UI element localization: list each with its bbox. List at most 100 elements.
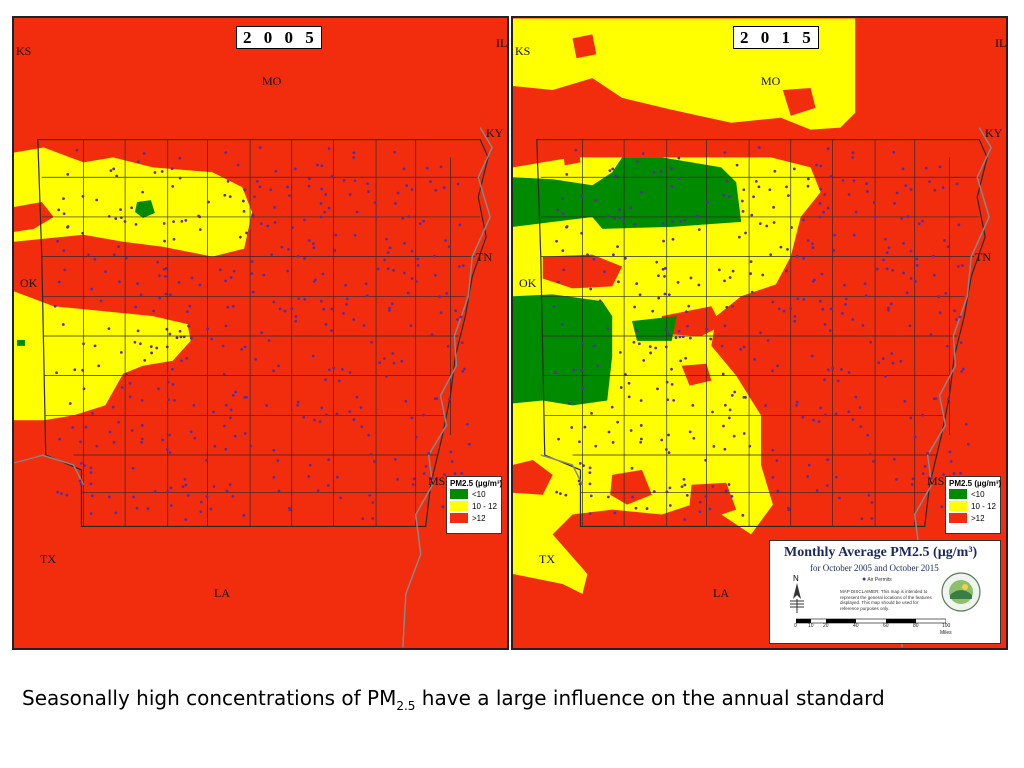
air-permit-dot (727, 416, 731, 420)
air-permit-dot (226, 180, 230, 183)
air-permit-dot (890, 352, 894, 355)
county-grid (41, 139, 481, 527)
air-permit-dot (947, 397, 950, 401)
air-permit-dot (698, 500, 702, 504)
air-permit-dot (456, 182, 460, 186)
air-permit-dot (231, 394, 235, 397)
air-permit-dot (319, 215, 323, 219)
air-permit-dot (339, 496, 342, 500)
air-permit-dot (352, 418, 356, 422)
air-permit-dot (932, 273, 936, 277)
air-permit-dot (957, 223, 961, 227)
air-permit-dot (453, 472, 457, 475)
air-permit-dot (87, 253, 90, 257)
air-permit-dot (913, 280, 917, 283)
air-permit-dot (131, 466, 135, 470)
air-permit-dot (158, 274, 161, 278)
air-permit-dot (312, 242, 315, 246)
air-permit-dot (186, 310, 189, 314)
air-permit-dot (112, 167, 116, 171)
air-permit-dot (635, 160, 639, 164)
air-permit-dot (730, 494, 734, 498)
air-permit-dot (424, 465, 428, 468)
air-permit-dot (444, 239, 447, 242)
air-permit-dot (153, 171, 157, 174)
air-permit-dot (611, 253, 615, 257)
air-permit-dot (565, 225, 568, 229)
air-permit-dot (367, 190, 370, 193)
air-permit-dot (168, 293, 172, 297)
air-permit-dot (255, 179, 259, 183)
air-permit-dot (316, 163, 319, 167)
air-permit-dot (868, 453, 872, 456)
air-permit-dot (81, 231, 85, 235)
legend-title: PM2.5 (µg/m³) (949, 479, 1002, 488)
air-permit-dot (697, 283, 701, 287)
air-permit-dot (463, 367, 466, 371)
label-ky: KY (985, 126, 1003, 140)
air-permit-dot (742, 345, 746, 349)
air-permit-dot (272, 369, 275, 373)
air-permit-dot (287, 194, 291, 198)
air-permit-dot (616, 420, 620, 424)
label-ks: KS (16, 44, 32, 58)
air-permit-dot (877, 361, 881, 365)
air-permit-dot (223, 193, 227, 197)
air-permit-dot (89, 471, 93, 475)
air-permit-dot (114, 217, 118, 221)
air-permit-dot (893, 202, 896, 205)
air-permit-dot (834, 412, 838, 416)
air-permit-dot (665, 490, 669, 494)
air-permit-dot (614, 174, 618, 178)
air-permit-dot (577, 479, 581, 483)
air-permit-dot (243, 395, 247, 399)
label-ky: KY (486, 126, 504, 140)
air-permit-dot (929, 333, 933, 337)
air-permit-dot (187, 324, 190, 328)
air-permit-dot (326, 484, 330, 487)
air-permit-dot (250, 260, 254, 264)
air-permit-dot (71, 426, 75, 429)
air-permit-dot (962, 367, 965, 371)
air-permit-dot (556, 208, 560, 212)
air-permit-dot (635, 282, 638, 286)
air-permit-dot (704, 494, 708, 498)
legend: PM2.5 (µg/m³) <10 10 - 12 >12 (945, 476, 1001, 534)
air-permit-dot (272, 448, 276, 452)
air-permit-dot (366, 182, 370, 186)
air-permit-dot (733, 390, 737, 394)
air-permit-dot (152, 309, 156, 313)
air-permit-dot (886, 308, 890, 312)
air-permit-dot (228, 195, 232, 198)
air-permit-dot (917, 222, 921, 226)
air-permit-dot (108, 430, 112, 434)
air-permit-dot (179, 335, 183, 339)
air-permit-dot (829, 175, 833, 179)
air-permit-dot (776, 364, 779, 368)
air-permit-dot (136, 329, 140, 333)
air-permit-dot (683, 219, 687, 222)
air-permit-dot (735, 163, 739, 167)
air-permit-dot (184, 518, 188, 521)
air-permit-dot (172, 220, 175, 223)
air-permit-dot (182, 335, 186, 339)
air-permit-dot (645, 507, 649, 510)
air-permit-dot (764, 404, 768, 407)
air-permit-dot (580, 368, 583, 372)
air-permit-dot (829, 307, 833, 311)
permit-legend: ● Air Permits (862, 576, 892, 583)
air-permit-dot (410, 416, 414, 420)
air-permit-dot (407, 215, 411, 219)
air-permit-dot (884, 237, 887, 241)
air-permit-dot (324, 378, 327, 382)
air-permit-dot (316, 489, 320, 492)
air-permit-dot (728, 276, 732, 279)
air-permit-dot (364, 282, 368, 286)
air-permit-dot (359, 406, 363, 409)
air-permit-dot (153, 490, 157, 493)
air-permit-dot (143, 358, 147, 362)
air-permit-dot (637, 342, 641, 346)
air-permit-dot (90, 494, 94, 498)
state-outline (536, 138, 988, 528)
air-permit-dot (91, 411, 94, 415)
